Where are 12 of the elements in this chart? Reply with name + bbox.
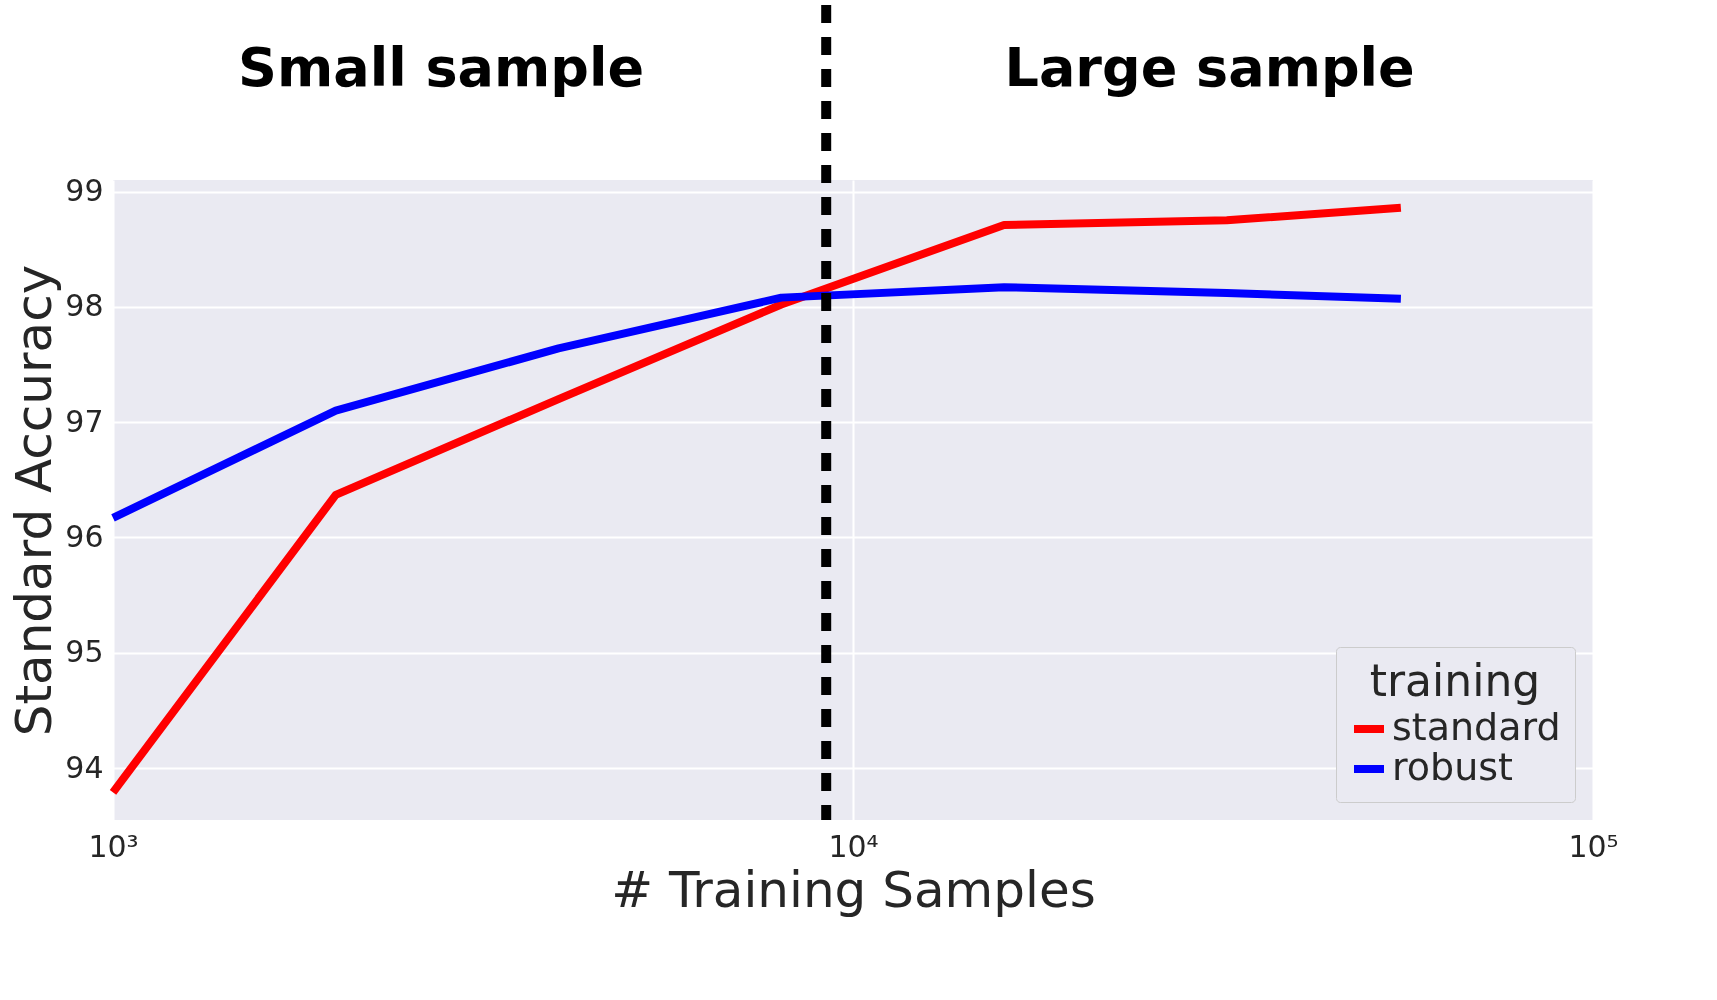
y-axis-title: Standard Accuracy <box>5 264 64 737</box>
y-tick-label: 96 <box>65 518 104 554</box>
y-tick-label: 98 <box>65 288 104 324</box>
text: Small sample <box>238 36 645 99</box>
y-tick-label: 99 <box>65 173 104 209</box>
y-tick-label: 94 <box>65 749 104 785</box>
text: Large sample <box>1004 36 1415 99</box>
legend-title: training <box>1369 655 1541 706</box>
y-tick-label: 97 <box>65 403 104 439</box>
x-tick-label: 10⁵ <box>1568 828 1619 864</box>
y-tick-label: 95 <box>65 634 104 670</box>
x-tick-label: 10³ <box>88 828 139 864</box>
